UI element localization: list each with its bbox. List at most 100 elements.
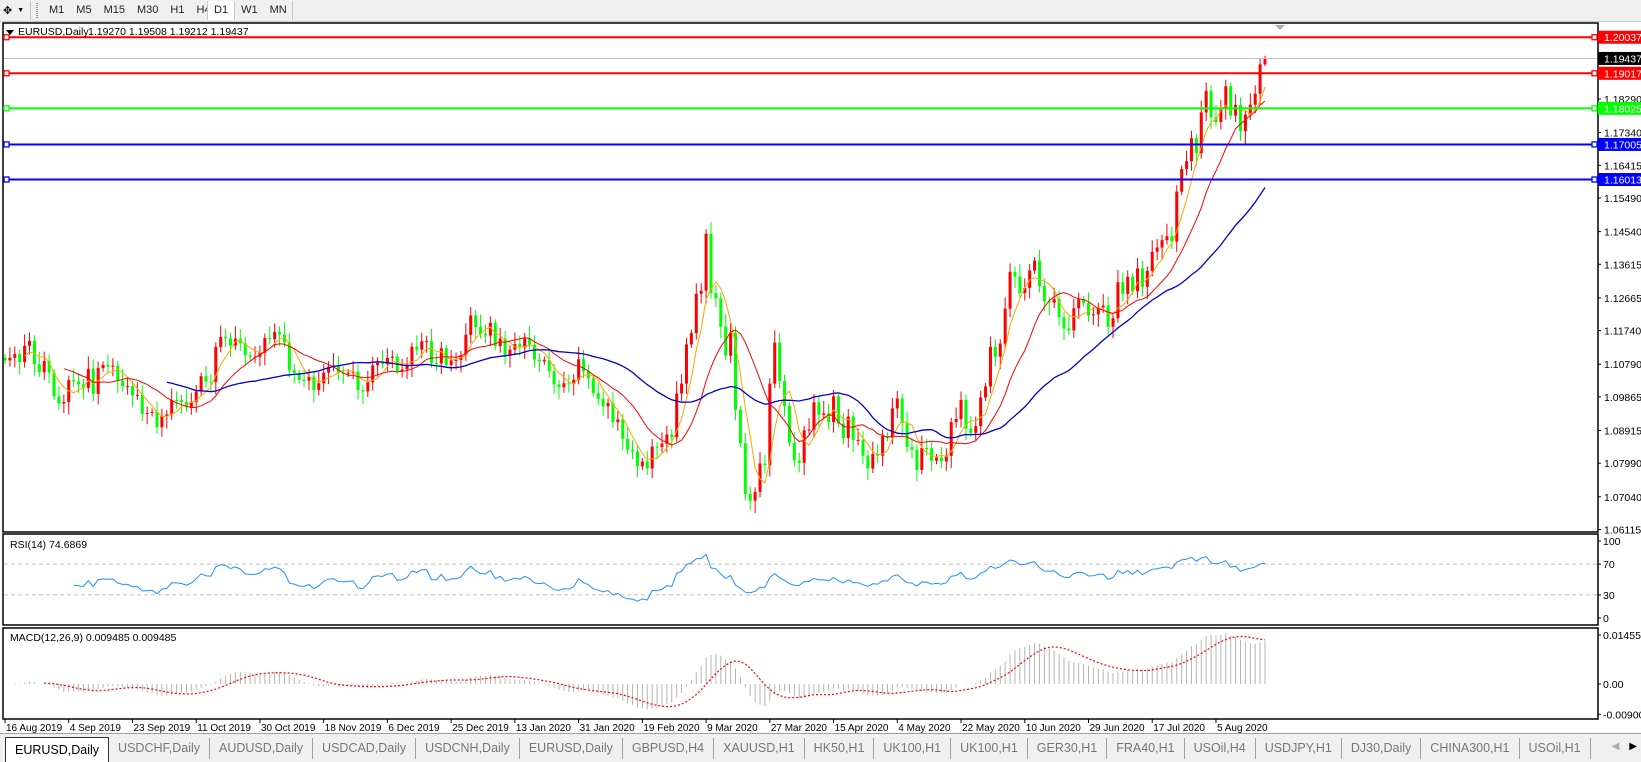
chart-tab[interactable]: USDCNH,Daily bbox=[416, 738, 520, 759]
candle-body bbox=[680, 383, 684, 394]
candle-body bbox=[214, 346, 218, 382]
candle bbox=[773, 330, 777, 389]
scroll-left-icon[interactable]: ◀ bbox=[1611, 741, 1620, 752]
line-handle-icon[interactable] bbox=[3, 34, 10, 41]
candle bbox=[351, 361, 355, 380]
candle bbox=[635, 445, 639, 477]
candle bbox=[694, 283, 698, 340]
candle-body bbox=[1219, 109, 1223, 122]
chart-tab[interactable]: AUDUSD,Daily bbox=[210, 738, 314, 759]
candle-body bbox=[248, 355, 252, 357]
chart-tab[interactable]: USOil,H1 bbox=[1520, 738, 1591, 759]
current-price-badge bbox=[1598, 51, 1641, 65]
chart-symbol-label: EURUSD,Daily bbox=[18, 26, 89, 38]
line-handle-icon[interactable] bbox=[1591, 34, 1598, 41]
candle-body bbox=[287, 342, 291, 371]
line-handle-icon[interactable] bbox=[3, 70, 10, 77]
timeframe-h4[interactable]: H4 bbox=[196, 4, 211, 16]
line-handle-icon[interactable] bbox=[1591, 70, 1598, 77]
candle-body bbox=[1155, 247, 1159, 252]
candle bbox=[851, 412, 855, 453]
chart-tab[interactable]: USOil,H4 bbox=[1185, 738, 1256, 759]
candle bbox=[1155, 239, 1159, 261]
date-label: 9 Mar 2020 bbox=[707, 723, 758, 733]
candle bbox=[81, 378, 85, 400]
candle-body bbox=[219, 336, 223, 347]
candle-body bbox=[263, 338, 267, 353]
chart-ohlc-values: 1.19270 1.19508 1.19212 1.19437 bbox=[88, 26, 249, 38]
timeframe-h1[interactable]: H1 bbox=[170, 4, 185, 16]
candle-body bbox=[1209, 90, 1213, 118]
candle-body bbox=[405, 364, 409, 370]
chart-shift-marker-icon[interactable] bbox=[1275, 25, 1285, 30]
candle-body bbox=[1037, 260, 1041, 287]
timeframe-m30[interactable]: M30 bbox=[136, 4, 159, 16]
candle bbox=[145, 406, 149, 425]
chart-tab[interactable]: HK50,H1 bbox=[805, 738, 875, 759]
line-handle-icon[interactable] bbox=[3, 105, 10, 112]
candle-body bbox=[988, 346, 992, 387]
candle-body bbox=[596, 393, 600, 399]
candle bbox=[959, 391, 963, 428]
candle bbox=[611, 391, 615, 428]
chart-tab[interactable]: DJ30,Daily bbox=[1342, 738, 1422, 759]
candle-body bbox=[684, 344, 688, 384]
chart-tab[interactable]: UK100,H1 bbox=[874, 738, 952, 759]
rsi-panel[interactable] bbox=[2, 533, 1599, 626]
candle-body bbox=[439, 348, 443, 364]
timeframe-m15[interactable]: M15 bbox=[103, 4, 125, 16]
candle bbox=[738, 406, 742, 447]
candle-body bbox=[665, 434, 669, 444]
candle-body bbox=[1072, 308, 1076, 331]
line-handle-icon[interactable] bbox=[1591, 105, 1598, 112]
chart-tab[interactable]: UK100,H1 bbox=[951, 738, 1028, 759]
rsi-axis-label: 100 bbox=[1603, 536, 1621, 548]
timeframe-w1[interactable]: W1 bbox=[241, 4, 258, 16]
candle-body bbox=[591, 378, 595, 394]
candle bbox=[1057, 290, 1061, 326]
line-handle-icon[interactable] bbox=[3, 141, 10, 148]
chart-tab[interactable]: USDCHF,Daily bbox=[109, 738, 210, 759]
candle bbox=[479, 314, 483, 339]
macd-panel[interactable] bbox=[2, 627, 1599, 720]
timeframe-d1[interactable]: D1 bbox=[207, 1, 236, 20]
chart-tab[interactable]: CHINA300,H1 bbox=[1421, 738, 1520, 759]
candle-body bbox=[111, 365, 115, 367]
scroll-right-icon[interactable]: ▶ bbox=[1629, 741, 1637, 752]
chart-tab[interactable]: EURUSD,Daily bbox=[520, 738, 623, 759]
chart-tab[interactable]: USDCAD,Daily bbox=[313, 738, 417, 759]
timeframe-m5[interactable]: M5 bbox=[76, 4, 92, 16]
candle-body bbox=[655, 446, 659, 448]
chart-tab[interactable]: GER30,H1 bbox=[1028, 738, 1108, 759]
chart-tab[interactable]: GBPUSD,H4 bbox=[623, 738, 715, 759]
date-label: 22 May 2020 bbox=[962, 723, 1020, 733]
candle-body bbox=[13, 353, 17, 358]
timeframe-m1[interactable]: M1 bbox=[49, 4, 65, 16]
chart-menu-triangle-icon[interactable] bbox=[6, 30, 14, 35]
toolbar-grip[interactable] bbox=[36, 3, 38, 18]
drawing-tools-dropdown[interactable]: ✥ ▼ bbox=[0, 1, 31, 20]
chart-tab[interactable]: EURUSD,Daily bbox=[5, 737, 110, 762]
candle-body bbox=[856, 439, 860, 441]
candle-body bbox=[738, 409, 742, 444]
line-handle-icon[interactable] bbox=[1591, 141, 1598, 148]
timeframe-mn[interactable]: MN bbox=[269, 4, 287, 16]
chart-tab[interactable]: FRA40,H1 bbox=[1107, 738, 1185, 759]
chart-tab[interactable]: USDJPY,H1 bbox=[1256, 738, 1342, 759]
candle bbox=[660, 432, 664, 453]
date-label: 5 Aug 2020 bbox=[1217, 723, 1268, 733]
candle-body bbox=[52, 372, 56, 397]
candle-body bbox=[400, 369, 404, 371]
candle bbox=[434, 353, 438, 371]
line-handle-icon[interactable] bbox=[1591, 176, 1598, 183]
candle-body bbox=[1234, 105, 1238, 116]
candle-body bbox=[920, 448, 924, 470]
candle-body bbox=[631, 449, 635, 452]
line-handle-icon[interactable] bbox=[3, 176, 10, 183]
chart-tab[interactable]: XAUUSD,H1 bbox=[714, 738, 805, 759]
candle bbox=[140, 385, 144, 422]
candle bbox=[807, 418, 811, 436]
candle bbox=[1243, 110, 1247, 144]
main-panel[interactable] bbox=[2, 22, 1599, 533]
